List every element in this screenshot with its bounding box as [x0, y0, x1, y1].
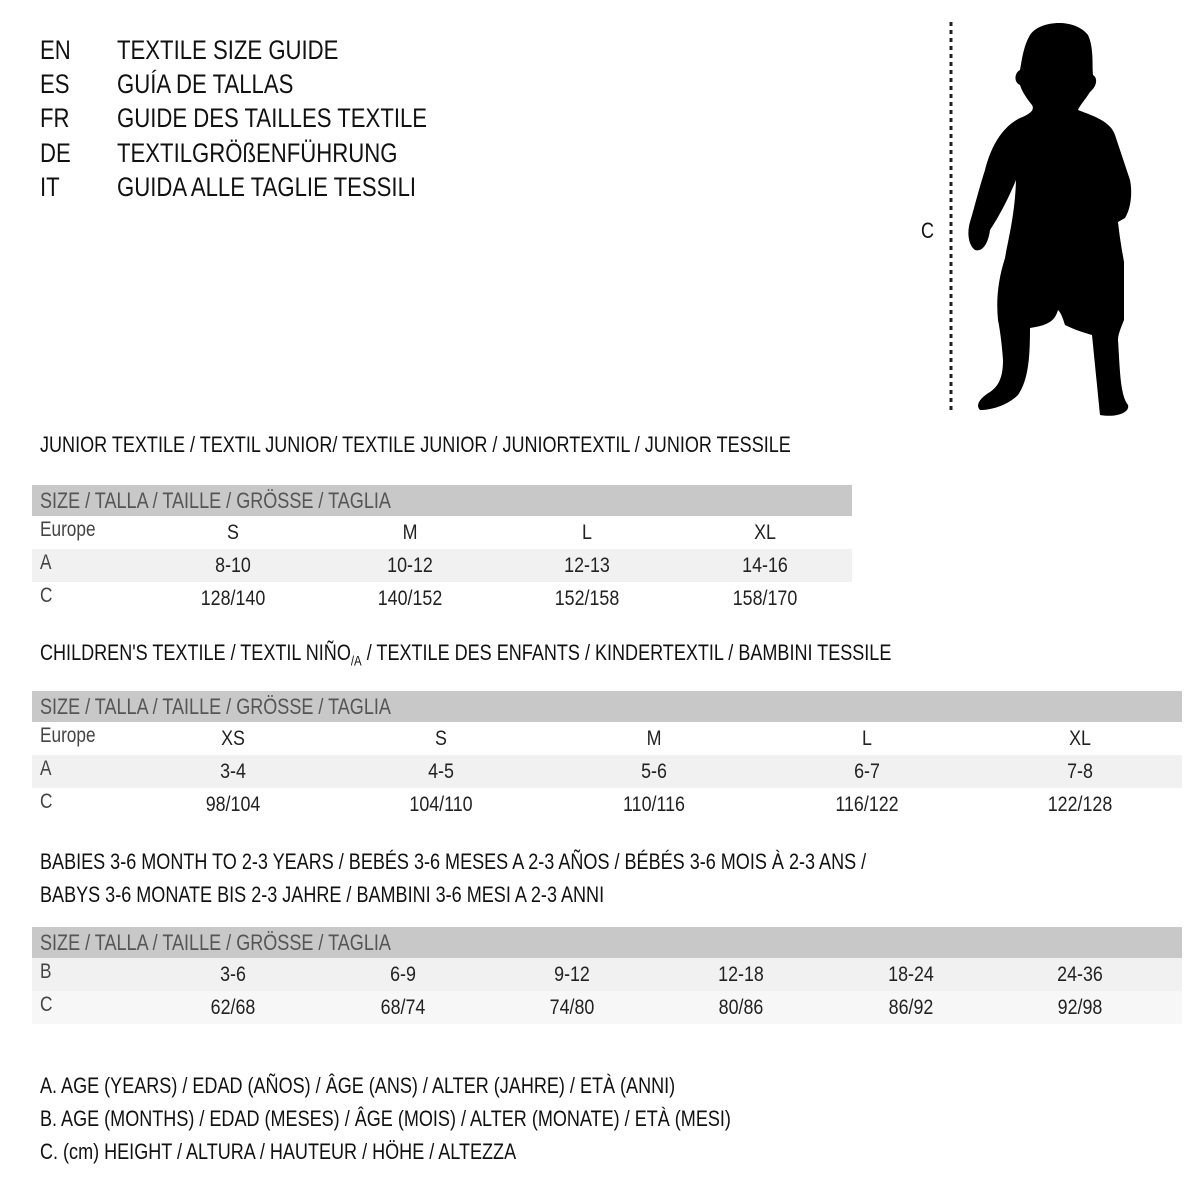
row-label: B	[40, 960, 52, 983]
lang-code: DE	[40, 138, 71, 168]
table-cell: 14-16	[742, 554, 788, 577]
table-cell: 92/98	[1057, 996, 1103, 1019]
table-cell: 5-6	[641, 760, 667, 783]
table-row: A 8-10 10-12 12-13 14-16	[32, 549, 852, 582]
lang-code: EN	[40, 35, 71, 65]
table-cell: 9-12	[554, 963, 590, 986]
row-label: C	[40, 993, 53, 1016]
table-header: SIZE / TALLA / TAILLE / GRÖSSE / TAGLIA	[32, 485, 852, 516]
table-cell: 18-24	[888, 963, 934, 986]
junior-section-title: JUNIOR TEXTILE / TEXTIL JUNIOR/ TEXTILE …	[40, 432, 791, 457]
lang-code: FR	[40, 103, 70, 133]
table-cell: 80/86	[718, 996, 764, 1019]
row-label: Europe	[40, 724, 96, 747]
lang-title: GUIDE DES TAILLES TEXTILE	[117, 103, 428, 133]
table-row: Europe XS S M L XL	[32, 722, 1182, 755]
table-cell: M	[402, 521, 418, 544]
table-cell: 12-13	[564, 554, 610, 577]
legend-height: C. (cm) HEIGHT / ALTURA / HAUTEUR / HÖHE…	[40, 1139, 517, 1164]
table-header: SIZE / TALLA / TAILLE / GRÖSSE / TAGLIA	[32, 691, 1182, 722]
table-cell: L	[582, 521, 592, 544]
table-cell: 8-10	[215, 554, 251, 577]
table-cell: 158/170	[732, 587, 798, 610]
table-cell: 7-8	[1067, 760, 1093, 783]
table-cell: 10-12	[387, 554, 433, 577]
table-cell: XS	[221, 727, 245, 750]
table-header: SIZE / TALLA / TAILLE / GRÖSSE / TAGLIA	[32, 927, 1182, 958]
children-size-table: SIZE / TALLA / TAILLE / GRÖSSE / TAGLIA …	[32, 691, 1182, 821]
lang-code: ES	[40, 69, 70, 99]
table-cell: 74/80	[549, 996, 595, 1019]
table-cell: 6-9	[390, 963, 416, 986]
table-cell: 24-36	[1057, 963, 1103, 986]
lang-title: GUÍA DE TALLAS	[117, 69, 294, 99]
table-cell: XL	[754, 521, 776, 544]
row-label: C	[40, 790, 53, 813]
table-cell: M	[646, 727, 662, 750]
junior-size-table: SIZE / TALLA / TAILLE / GRÖSSE / TAGLIA …	[32, 485, 852, 615]
children-section-title: CHILDREN'S TEXTILE / TEXTIL NIÑO/A / TEX…	[40, 640, 892, 669]
table-cell: 86/92	[888, 996, 934, 1019]
table-cell: 98/104	[205, 793, 261, 816]
table-cell: S	[435, 727, 447, 750]
table-cell: 116/122	[835, 793, 899, 816]
legend-age-months: B. AGE (MONTHS) / EDAD (MESES) / ÂGE (MO…	[40, 1106, 731, 1131]
babies-size-table: SIZE / TALLA / TAILLE / GRÖSSE / TAGLIA …	[32, 927, 1182, 1024]
table-row: B 3-6 6-9 9-12 12-18 18-24 24-36	[32, 958, 1182, 991]
table-cell: 12-18	[718, 963, 764, 986]
row-label: A	[40, 551, 52, 574]
lang-title: TEXTILGRÖßENFÜHRUNG	[117, 138, 398, 168]
lang-title: GUIDA ALLE TAGLIE TESSILI	[117, 172, 417, 202]
table-cell: L	[862, 727, 872, 750]
row-label: C	[40, 584, 53, 607]
table-cell: 3-4	[220, 760, 246, 783]
table-cell: 6-7	[854, 760, 880, 783]
height-measure-label: C	[921, 218, 935, 243]
table-cell: 104/110	[409, 793, 473, 816]
table-row: A 3-4 4-5 5-6 6-7 7-8	[32, 755, 1182, 788]
table-row: Europe S M L XL	[32, 516, 852, 549]
row-label: A	[40, 757, 52, 780]
table-row: C 128/140 140/152 152/158 158/170	[32, 582, 852, 615]
table-row: C 62/68 68/74 74/80 80/86 86/92 92/98	[32, 991, 1182, 1024]
table-cell: 62/68	[210, 996, 256, 1019]
child-silhouette-icon	[949, 22, 1132, 416]
table-cell: 68/74	[380, 996, 426, 1019]
table-cell: 128/140	[200, 587, 266, 610]
babies-section-title-2: BABYS 3-6 MONATE BIS 2-3 JAHRE / BAMBINI…	[40, 882, 605, 907]
table-cell: 122/128	[1047, 793, 1113, 816]
table-cell: S	[227, 521, 239, 544]
row-label: Europe	[40, 518, 96, 541]
lang-code: IT	[40, 172, 60, 202]
table-cell: 3-6	[220, 963, 246, 986]
table-cell: 140/152	[377, 587, 443, 610]
lang-title: TEXTILE SIZE GUIDE	[117, 35, 339, 65]
table-cell: 110/116	[623, 793, 685, 816]
babies-section-title: BABIES 3-6 MONTH TO 2-3 YEARS / BEBÉS 3-…	[40, 849, 867, 874]
table-cell: 4-5	[428, 760, 454, 783]
table-cell: XL	[1069, 727, 1091, 750]
table-cell: 152/158	[554, 587, 620, 610]
legend-age-years: A. AGE (YEARS) / EDAD (AÑOS) / ÂGE (ANS)…	[40, 1073, 676, 1098]
table-row: C 98/104 104/110 110/116 116/122 122/128	[32, 788, 1182, 821]
